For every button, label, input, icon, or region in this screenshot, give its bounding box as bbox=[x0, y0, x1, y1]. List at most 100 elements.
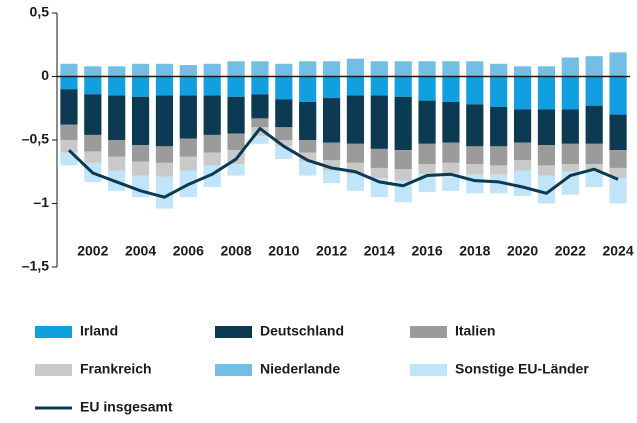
bar-segment bbox=[490, 174, 508, 194]
bar-segment bbox=[203, 95, 221, 135]
bar-segment bbox=[251, 127, 269, 137]
bar-segment bbox=[322, 142, 341, 161]
bar-segment bbox=[203, 152, 221, 166]
bar-segment bbox=[490, 165, 508, 175]
bar-segment bbox=[346, 174, 365, 191]
x-tick-label: 2010 bbox=[268, 243, 299, 259]
bar-segment bbox=[322, 61, 341, 77]
bar-segment bbox=[490, 63, 508, 77]
y-tick-label: 0 bbox=[41, 67, 49, 83]
bar-segment bbox=[442, 76, 460, 102]
bar-segment bbox=[131, 161, 150, 176]
y-tick-label: –1 bbox=[33, 194, 49, 210]
bar-segment bbox=[346, 162, 365, 175]
bar-segment bbox=[370, 167, 388, 179]
bar-segment bbox=[585, 56, 603, 77]
bar-segment bbox=[155, 146, 174, 163]
bar-segment bbox=[513, 170, 532, 196]
bar-segment bbox=[203, 134, 221, 153]
bar-segment bbox=[203, 76, 221, 96]
bar-segment bbox=[322, 98, 341, 143]
bar-segment bbox=[466, 61, 484, 77]
x-tick-label: 2008 bbox=[220, 243, 251, 259]
bar-segment bbox=[370, 76, 388, 96]
bar-segment bbox=[275, 76, 293, 100]
bar-segment bbox=[275, 63, 293, 77]
bar-segment bbox=[585, 164, 603, 171]
bar-segment bbox=[561, 143, 579, 165]
bar-segment bbox=[513, 109, 532, 143]
bar-segment bbox=[561, 57, 579, 77]
bar-segment bbox=[108, 156, 126, 171]
bar-segment bbox=[179, 65, 197, 77]
x-tick-label: 2022 bbox=[555, 243, 586, 259]
bar-segment bbox=[346, 143, 365, 163]
bar-segment bbox=[251, 94, 269, 119]
bar-segment bbox=[227, 76, 245, 97]
bar-segment bbox=[513, 66, 532, 77]
legend-swatch bbox=[215, 326, 252, 338]
bar-segment bbox=[394, 150, 412, 170]
legend-swatch bbox=[35, 326, 72, 338]
bar-segment bbox=[346, 58, 365, 77]
bar-segment bbox=[60, 63, 78, 77]
bar-segment bbox=[466, 76, 484, 105]
bar-segment bbox=[609, 150, 627, 168]
y-tick-label: –0,5 bbox=[22, 131, 49, 147]
bar-segment bbox=[561, 164, 579, 172]
bar-segment bbox=[155, 95, 174, 147]
bar-segment bbox=[490, 146, 508, 166]
bar-segment bbox=[179, 156, 197, 171]
bar-segment bbox=[60, 124, 78, 140]
bar-segment bbox=[346, 95, 365, 144]
bar-segment bbox=[513, 160, 532, 171]
bar-segment bbox=[394, 96, 412, 151]
bar-segment bbox=[442, 142, 460, 163]
legend-swatch bbox=[410, 364, 447, 376]
bar-segment bbox=[227, 61, 245, 77]
bar-segment bbox=[370, 61, 388, 77]
bar-segment bbox=[513, 142, 532, 161]
bar-segment bbox=[370, 148, 388, 168]
bar-segment bbox=[442, 61, 460, 77]
bar-segment bbox=[418, 76, 436, 101]
bar-segment bbox=[537, 145, 556, 166]
bar-segment bbox=[131, 145, 150, 162]
bar-segment bbox=[108, 95, 126, 140]
bar-segment bbox=[179, 95, 197, 139]
bar-segment bbox=[227, 96, 245, 134]
bar-segment bbox=[537, 175, 556, 204]
bar-segment bbox=[299, 152, 317, 162]
y-tick-label: 0,5 bbox=[30, 4, 50, 20]
bar-segment bbox=[84, 66, 102, 77]
bar-segment bbox=[585, 170, 603, 187]
legend-label: Italien bbox=[455, 323, 495, 339]
x-tick-label: 2006 bbox=[173, 243, 204, 259]
legend-label: Irland bbox=[80, 323, 118, 339]
bar-segment bbox=[322, 160, 341, 171]
bar-segment bbox=[84, 76, 102, 95]
bar-segment bbox=[394, 76, 412, 97]
bar-segment bbox=[466, 146, 484, 165]
bar-segment bbox=[585, 76, 603, 106]
x-tick-label: 2012 bbox=[316, 243, 347, 259]
bar-segment bbox=[299, 161, 317, 176]
bar-segment bbox=[609, 76, 627, 115]
bar-segment bbox=[299, 101, 317, 140]
bar-segment bbox=[537, 109, 556, 146]
bar-segment bbox=[322, 76, 341, 99]
y-tick-label: –1,5 bbox=[22, 258, 49, 274]
bar-segment bbox=[155, 162, 174, 177]
bar-segment bbox=[275, 140, 293, 147]
bar-segment bbox=[203, 63, 221, 77]
bar-segment bbox=[394, 61, 412, 77]
bar-segment bbox=[251, 61, 269, 77]
bar-segment bbox=[84, 134, 102, 152]
bar-segment bbox=[60, 140, 78, 153]
bar-segment bbox=[490, 106, 508, 147]
legend-swatch bbox=[35, 364, 72, 376]
legend-swatch bbox=[410, 326, 447, 338]
bar-segment bbox=[322, 170, 341, 184]
bar-segment bbox=[155, 63, 174, 77]
bar-segment bbox=[227, 133, 245, 151]
